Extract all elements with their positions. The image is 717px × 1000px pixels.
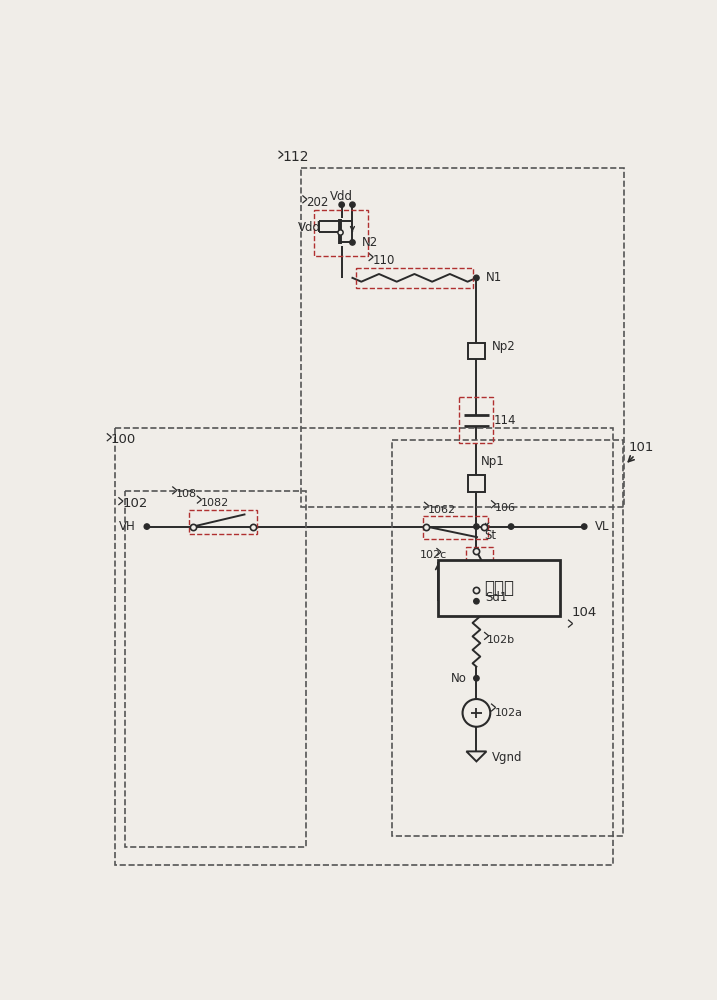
Text: 102: 102 xyxy=(122,497,148,510)
Circle shape xyxy=(474,275,479,281)
Text: Np1: Np1 xyxy=(481,455,505,468)
Bar xyxy=(468,475,485,492)
Bar xyxy=(356,268,473,288)
Text: 104: 104 xyxy=(572,606,597,619)
Text: No: No xyxy=(451,672,467,685)
Text: St: St xyxy=(484,529,496,542)
Circle shape xyxy=(350,240,355,245)
Circle shape xyxy=(339,202,344,207)
Text: 110: 110 xyxy=(372,254,395,267)
Text: Vdd: Vdd xyxy=(298,221,320,234)
Text: Vgnd: Vgnd xyxy=(492,751,522,764)
Text: N1: N1 xyxy=(485,271,502,284)
Text: 102c: 102c xyxy=(420,550,447,560)
Text: Vdd: Vdd xyxy=(330,190,353,203)
Bar xyxy=(125,491,306,847)
Text: VH: VH xyxy=(119,520,136,533)
Text: Np2: Np2 xyxy=(492,340,516,353)
Text: N2: N2 xyxy=(361,236,378,249)
Bar xyxy=(460,397,493,443)
Text: 102a: 102a xyxy=(495,708,523,718)
Text: 102b: 102b xyxy=(487,635,516,645)
Text: 100: 100 xyxy=(110,433,136,446)
Bar xyxy=(189,510,257,534)
Text: 202: 202 xyxy=(306,196,328,209)
Bar xyxy=(438,560,559,616)
Circle shape xyxy=(474,676,479,681)
Text: 108: 108 xyxy=(176,489,197,499)
Circle shape xyxy=(474,599,479,604)
Text: 101: 101 xyxy=(629,441,654,454)
Text: 侦测器: 侦测器 xyxy=(484,579,514,597)
Text: 1062: 1062 xyxy=(428,505,456,515)
Bar xyxy=(465,547,493,594)
Text: 112: 112 xyxy=(282,150,309,164)
Text: Sd1: Sd1 xyxy=(485,591,508,604)
Bar xyxy=(301,168,625,507)
Circle shape xyxy=(350,202,355,207)
Text: 106: 106 xyxy=(495,503,516,513)
Bar xyxy=(468,343,485,359)
Circle shape xyxy=(581,524,587,529)
Circle shape xyxy=(144,524,150,529)
Circle shape xyxy=(508,524,514,529)
Text: 1082: 1082 xyxy=(201,498,229,508)
Text: VL: VL xyxy=(595,520,609,533)
Circle shape xyxy=(474,524,479,529)
Bar xyxy=(314,210,368,256)
Text: 114: 114 xyxy=(493,414,516,427)
Bar xyxy=(391,440,623,836)
Bar xyxy=(422,516,488,539)
Bar xyxy=(115,428,614,865)
